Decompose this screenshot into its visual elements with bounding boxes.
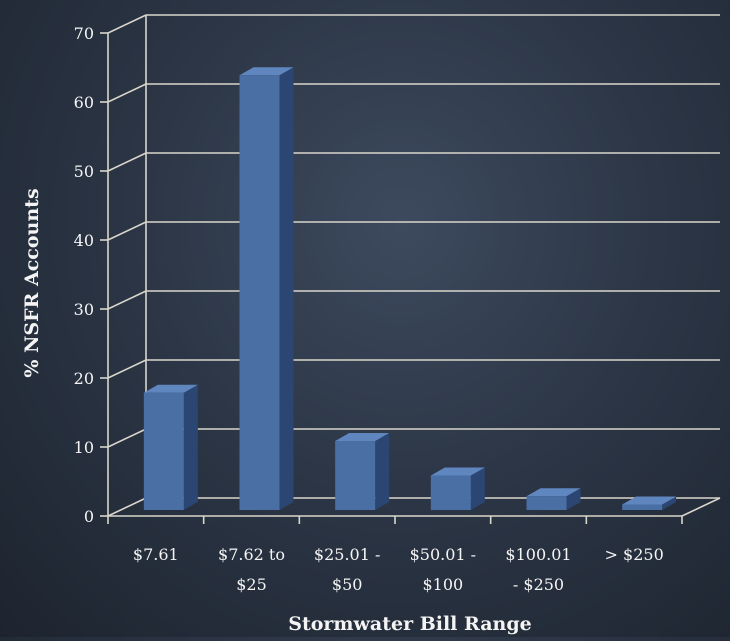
bar-side-3 [470, 467, 485, 510]
bar-front-0 [143, 392, 184, 510]
x-tick-label-4: $100.01 - $250 [505, 545, 571, 594]
y-tick-label-30: 30 [74, 300, 94, 319]
x-tick-label-5: > $250 [605, 545, 664, 564]
bar-top-0 [143, 384, 198, 393]
gridline-depth-30 [107, 290, 147, 310]
bar-top-4 [526, 488, 581, 497]
x-tick-label-line: $100.01 [505, 545, 571, 564]
bar-side-1 [279, 67, 294, 511]
x-tick-label-line: - $250 [513, 575, 564, 594]
bar-front-5 [622, 504, 663, 510]
x-axis-title: Stormwater Bill Range [288, 613, 532, 635]
bar-side-2 [375, 433, 390, 510]
bar-top-2 [335, 433, 390, 441]
bar-1 [239, 67, 294, 511]
bar-2 [335, 433, 390, 510]
gridline-depth-40 [107, 221, 147, 241]
x-tick-label-line: $50 [332, 575, 363, 594]
bar-5 [622, 496, 677, 510]
gridline-depth-70 [107, 14, 147, 34]
bar-0 [143, 384, 198, 510]
bar-front-2 [335, 441, 376, 510]
y-tick-label-10: 10 [74, 438, 94, 457]
x-tick-label-3: $50.01 - $100 [410, 545, 476, 594]
gridline-depth-50 [107, 152, 147, 172]
y-tick-label-20: 20 [74, 369, 94, 388]
x-tick-label-line: $50.01 - [410, 545, 476, 564]
gridline-depth-20 [107, 359, 147, 379]
x-tick-label-line: $25.01 - [314, 545, 380, 564]
y-tick-label-50: 50 [74, 162, 94, 181]
x-tick-label-1: $7.62 to $25 [218, 545, 285, 594]
bar-3 [430, 467, 485, 510]
bar-top-3 [430, 467, 485, 476]
bar-top-1 [239, 67, 294, 76]
x-tick-label-line: $25 [236, 575, 267, 594]
x-tick-label-line: $7.62 to [218, 545, 285, 564]
y-tick-label-60: 60 [74, 93, 94, 112]
floor-right-edge [681, 497, 721, 517]
bar-top-5 [622, 496, 677, 505]
y-tick-label-0: 0 [84, 507, 94, 526]
y-tick-label-70: 70 [74, 24, 94, 43]
bar-4 [526, 488, 581, 510]
bar-front-4 [526, 496, 567, 510]
bars-layer [143, 67, 677, 511]
gridline-depth-60 [107, 83, 147, 103]
y-axis-title: % NSFR Accounts [21, 188, 43, 377]
bar-front-3 [430, 475, 471, 510]
x-tick-label-line: $100 [422, 575, 463, 594]
bar-side-5 [662, 496, 677, 510]
bar-side-4 [566, 488, 581, 510]
x-tick-label-line: $7.61 [133, 545, 179, 564]
x-tick-label-line: > $250 [605, 545, 664, 564]
x-tick-label-2: $25.01 - $50 [314, 545, 380, 594]
bar-side-0 [183, 384, 198, 510]
bar-front-1 [239, 75, 280, 511]
gridline-depth-0 [107, 497, 147, 517]
gridline-depth-10 [107, 428, 147, 448]
y-tick-label-40: 40 [74, 231, 94, 250]
x-tick-label-0: $7.61 [133, 545, 179, 564]
